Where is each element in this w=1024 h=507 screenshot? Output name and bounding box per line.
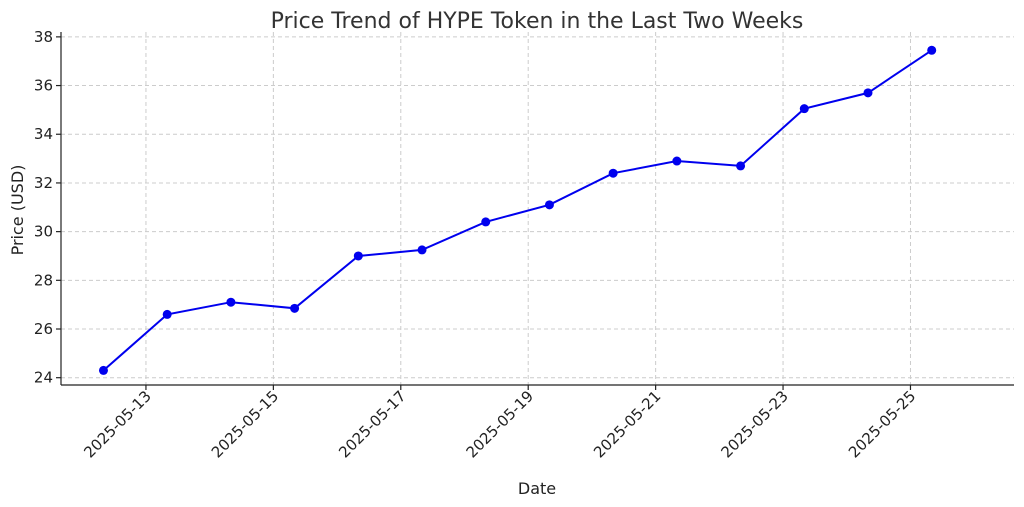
series-line: [102, 49, 933, 372]
y-tick-label: 24: [34, 369, 53, 387]
data-point: [98, 365, 108, 375]
x-tick-label: 2025-05-19: [463, 387, 537, 461]
data-point: [672, 156, 682, 166]
y-axis-label: Price (USD): [8, 165, 27, 256]
data-point: [481, 217, 491, 227]
chart-title: Price Trend of HYPE Token in the Last Tw…: [271, 9, 804, 34]
data-point: [608, 168, 618, 178]
y-tick-label: 28: [34, 271, 53, 289]
data-point: [226, 297, 236, 307]
data-point: [736, 161, 746, 171]
x-tick-label: 2025-05-17: [335, 387, 409, 461]
y-tick-label: 34: [34, 125, 53, 143]
data-point: [290, 303, 300, 313]
axes: [60, 32, 1014, 386]
y-tick-label: 32: [34, 174, 53, 192]
series-layer: [98, 45, 937, 375]
data-point: [863, 88, 873, 98]
y-tick-label: 36: [34, 77, 53, 95]
x-tick-label: 2025-05-15: [208, 387, 282, 461]
data-point: [353, 251, 363, 261]
y-tick-label: 26: [34, 320, 53, 338]
x-axis-label: Date: [518, 479, 556, 498]
x-tick-label: 2025-05-21: [590, 387, 664, 461]
x-tick-label: 2025-05-13: [80, 387, 154, 461]
x-tick-label: 2025-05-25: [845, 387, 919, 461]
data-point: [544, 200, 554, 210]
grid: [61, 32, 1014, 385]
data-point: [162, 309, 172, 319]
y-tick-label: 30: [34, 223, 53, 241]
data-point: [927, 45, 937, 55]
y-tick-label: 38: [34, 28, 53, 46]
data-point: [799, 104, 809, 114]
data-point: [417, 245, 427, 255]
x-tick-label: 2025-05-23: [717, 387, 791, 461]
tick-labels: 24 26 28 30 32 34 36 38 2025-05-13 2025-05-15 2025…: [34, 28, 919, 462]
